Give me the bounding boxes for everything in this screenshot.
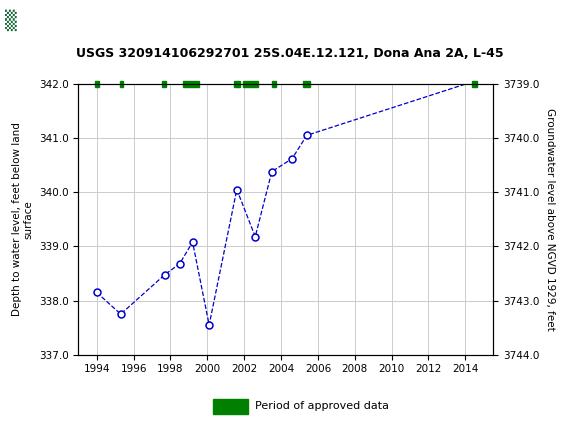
Y-axis label: Groundwater level above NGVD 1929, feet: Groundwater level above NGVD 1929, feet	[545, 108, 554, 331]
Text: Period of approved data: Period of approved data	[255, 401, 389, 412]
Bar	[272, 81, 277, 87]
Text: USGS 320914106292701 25S.04E.12.121, Dona Ana 2A, L-45: USGS 320914106292701 25S.04E.12.121, Don…	[76, 47, 504, 60]
Bar	[3, 3, 55, 37]
Y-axis label: Depth to water level, feet below land
surface: Depth to water level, feet below land su…	[12, 123, 33, 316]
Bar	[162, 81, 166, 87]
Bar	[119, 81, 124, 87]
Text: ▒: ▒	[5, 9, 16, 31]
Bar	[3, 3, 55, 37]
Bar	[303, 81, 310, 87]
Bar	[243, 81, 258, 87]
Bar	[183, 81, 199, 87]
Bar	[234, 81, 240, 87]
Text: USGS: USGS	[58, 12, 113, 29]
Bar	[213, 399, 248, 414]
Bar	[95, 81, 100, 87]
Bar	[472, 81, 477, 87]
